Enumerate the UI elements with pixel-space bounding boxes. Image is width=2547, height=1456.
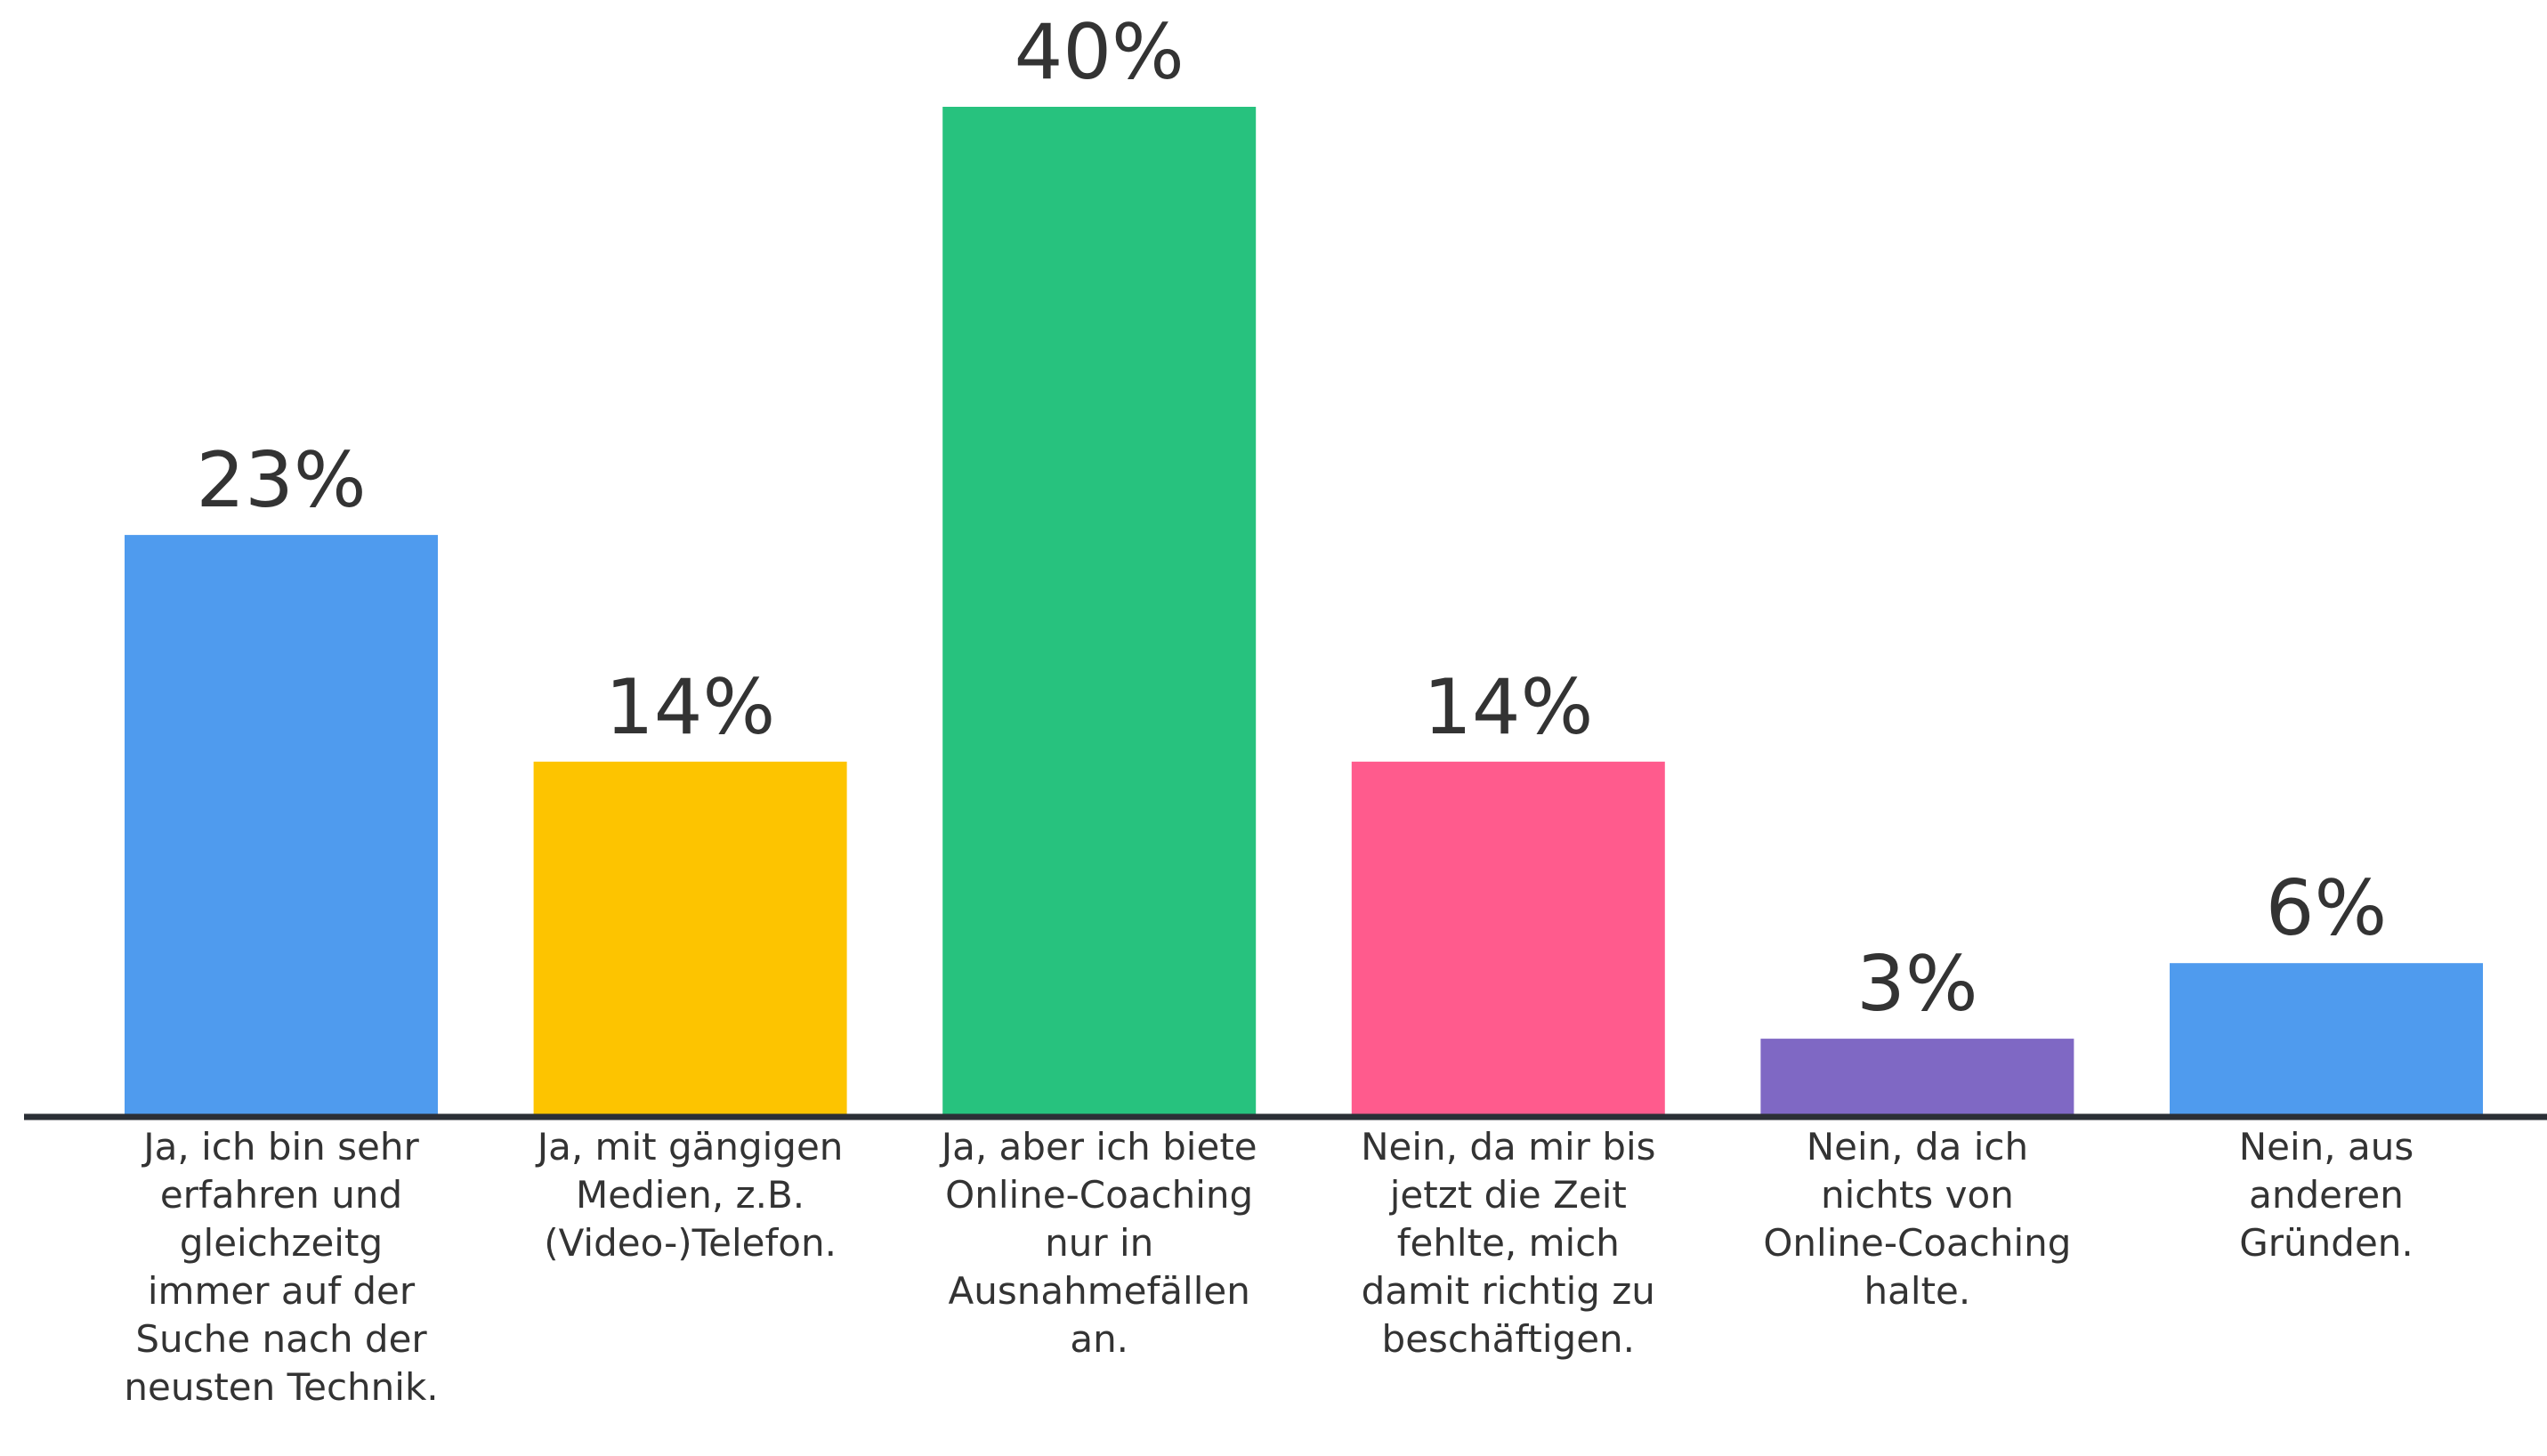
value-label: 14% xyxy=(605,663,775,752)
value-label: 14% xyxy=(1423,663,1593,752)
bar xyxy=(2170,963,2483,1114)
value-label: 23% xyxy=(196,436,366,525)
value-label: 6% xyxy=(2266,864,2387,953)
category-label: Nein, aus anderen Gründen. xyxy=(2238,1125,2414,1265)
category-label: Ja, mit gängigen Medien, z.B. (Video-)Te… xyxy=(537,1125,844,1265)
bar xyxy=(942,107,1257,1114)
value-label: 3% xyxy=(1856,940,1977,1029)
category-label: Ja, ich bin sehr erfahren und gleichzeit… xyxy=(124,1125,439,1409)
bar xyxy=(125,535,438,1114)
category-label: Nein, da ich nichts von Online-Coaching … xyxy=(1763,1125,2072,1313)
bar xyxy=(1760,1039,2074,1114)
bar xyxy=(1351,761,1665,1114)
bar xyxy=(533,761,847,1114)
value-label: 40% xyxy=(1015,8,1185,97)
category-label: Ja, aber ich biete Online-Coaching nur i… xyxy=(941,1125,1257,1361)
category-label: Nein, da mir bis jetzt die Zeit fehlte, … xyxy=(1361,1125,1656,1361)
